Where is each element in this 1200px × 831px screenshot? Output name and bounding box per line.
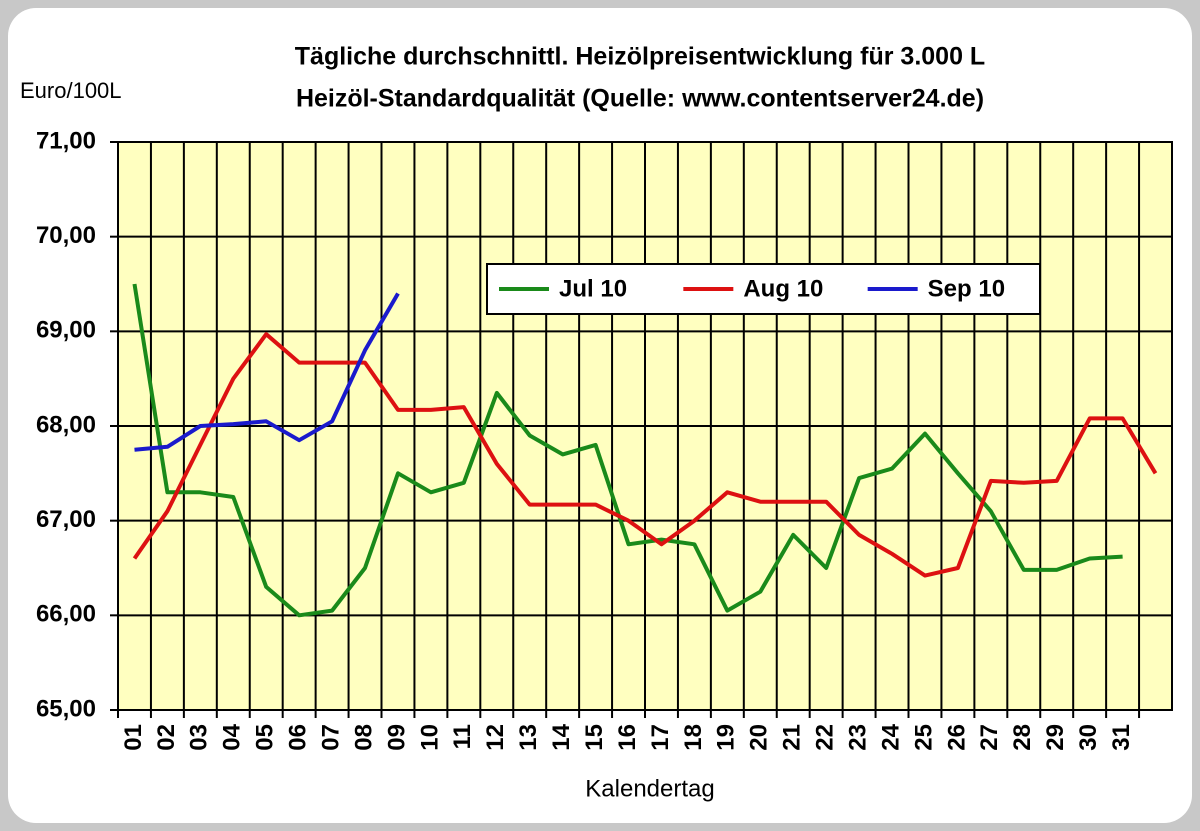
x-tick-label: 07 <box>317 724 344 751</box>
x-tick-label: 04 <box>219 723 246 750</box>
x-tick-label: 31 <box>1108 724 1135 751</box>
x-tick-label: 03 <box>186 724 213 751</box>
x-tick-label: 13 <box>515 724 542 751</box>
x-tick-label: 27 <box>976 724 1003 751</box>
legend-label: Jul 10 <box>559 275 627 302</box>
y-tick-label: 71,00 <box>36 127 96 154</box>
x-tick-label: 06 <box>285 724 312 751</box>
x-tick-label: 11 <box>449 724 476 749</box>
x-tick-label: 21 <box>779 724 806 751</box>
chart-subtitle: Heizöl-Standardqualität (Quelle: www.con… <box>296 85 984 113</box>
x-tick-label: 08 <box>350 724 377 751</box>
y-tick-label: 68,00 <box>36 411 96 438</box>
legend-box <box>486 263 1041 315</box>
legend-label: Sep 10 <box>928 275 1005 302</box>
y-tick-label: 65,00 <box>36 695 96 722</box>
x-tick-label: 01 <box>120 724 147 751</box>
series-line <box>132 332 1158 578</box>
x-tick-label: 26 <box>943 724 970 751</box>
y-tick-label: 69,00 <box>36 317 96 344</box>
x-tick-label: 16 <box>614 724 641 751</box>
x-tick-label: 20 <box>746 724 773 751</box>
x-tick-label: 23 <box>844 724 871 751</box>
x-tick-label: 17 <box>647 724 674 751</box>
y-tick-label: 66,00 <box>36 601 96 628</box>
x-tick-label: 28 <box>1009 724 1036 751</box>
x-tick-label: 24 <box>877 723 904 750</box>
x-axis-label: Kalendertag <box>585 775 714 802</box>
x-tick-label: 09 <box>383 724 410 751</box>
x-tick-label: 18 <box>680 724 707 751</box>
x-tick-label: 29 <box>1042 724 1069 751</box>
legend-label: Aug 10 <box>743 275 823 302</box>
x-tick-label: 14 <box>548 723 575 750</box>
y-tick-label: 67,00 <box>36 506 96 533</box>
series-line <box>134 292 400 452</box>
x-tick-label: 15 <box>581 724 608 751</box>
y-axis-label: Euro/100L <box>20 78 122 103</box>
x-tick-label: 22 <box>812 724 839 751</box>
series-line <box>132 283 1123 618</box>
y-tick-label: 70,00 <box>36 222 96 249</box>
x-tick-label: 12 <box>482 724 509 751</box>
chart-title: Tägliche durchschnittl. Heizölpreisentwi… <box>295 43 985 71</box>
x-tick-label: 30 <box>1075 724 1102 751</box>
x-tick-label: 05 <box>252 724 279 751</box>
x-tick-label: 19 <box>713 724 740 751</box>
x-tick-label: 25 <box>910 724 937 751</box>
x-tick-label: 10 <box>416 724 443 751</box>
x-tick-label: 02 <box>153 724 180 751</box>
